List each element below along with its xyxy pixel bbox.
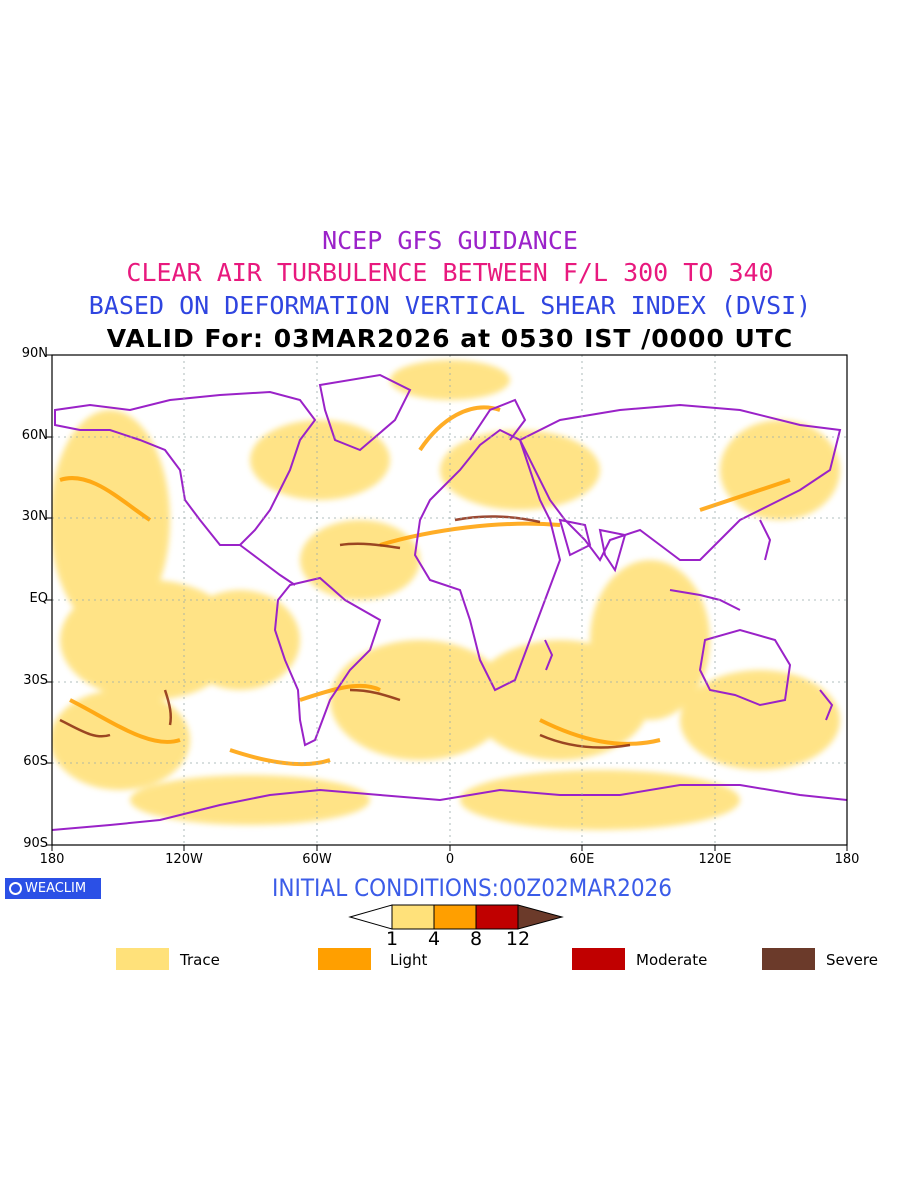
title-valid-time: VALID For: 03MAR2026 at 0530 IST /0000 U… (106, 324, 794, 353)
legend-swatch-severe (762, 948, 815, 970)
legend-swatch-trace (116, 948, 169, 970)
lon-label-60w: 60W (302, 852, 332, 867)
title-turbulence: CLEAR AIR TURBULENCE BETWEEN F/L 300 TO … (126, 258, 774, 287)
lon-label-60e: 60E (569, 852, 595, 867)
lon-label-120e: 120E (698, 852, 732, 867)
lat-label-30s: 30S (23, 673, 48, 688)
colorbar-tick-1: 1 (385, 928, 399, 950)
legend-swatch-moderate (572, 948, 625, 970)
lon-label-180w: 180 (39, 852, 65, 867)
legend-swatch-light (318, 948, 371, 970)
legend-label-trace: Trace (180, 951, 220, 969)
colorbar-tick-4: 4 (427, 928, 441, 950)
weaclim-logo: WEACLIM (5, 878, 101, 899)
lat-label-90s: 90S (23, 836, 48, 851)
legend-label-moderate: Moderate (636, 951, 708, 969)
legend-label-light: Light (390, 951, 428, 969)
title-guidance: NCEP GFS GUIDANCE (322, 226, 578, 255)
lon-label-120w: 120W (165, 852, 203, 867)
lat-label-60n: 60N (21, 428, 48, 443)
legend-label-severe: Severe (826, 951, 878, 969)
colorbar-tick-8: 8 (469, 928, 483, 950)
copyright-icon (9, 882, 22, 895)
lat-label-90n: 90N (21, 346, 48, 361)
grid-lines (52, 355, 847, 845)
title-dvsi: BASED ON DEFORMATION VERTICAL SHEAR INDE… (88, 291, 812, 320)
logo-text: WEACLIM (25, 881, 87, 896)
lon-label-180e: 180 (834, 852, 860, 867)
lat-label-eq: EQ (29, 591, 48, 606)
initial-conditions: INITIAL CONDITIONS:00Z02MAR2026 (272, 874, 673, 902)
lat-label-30n: 30N (21, 509, 48, 524)
colorbar-tick-12: 12 (505, 928, 531, 950)
lat-label-60s: 60S (23, 754, 48, 769)
colorbar (348, 904, 564, 930)
lon-label-0: 0 (445, 852, 455, 867)
coastlines (52, 373, 847, 831)
